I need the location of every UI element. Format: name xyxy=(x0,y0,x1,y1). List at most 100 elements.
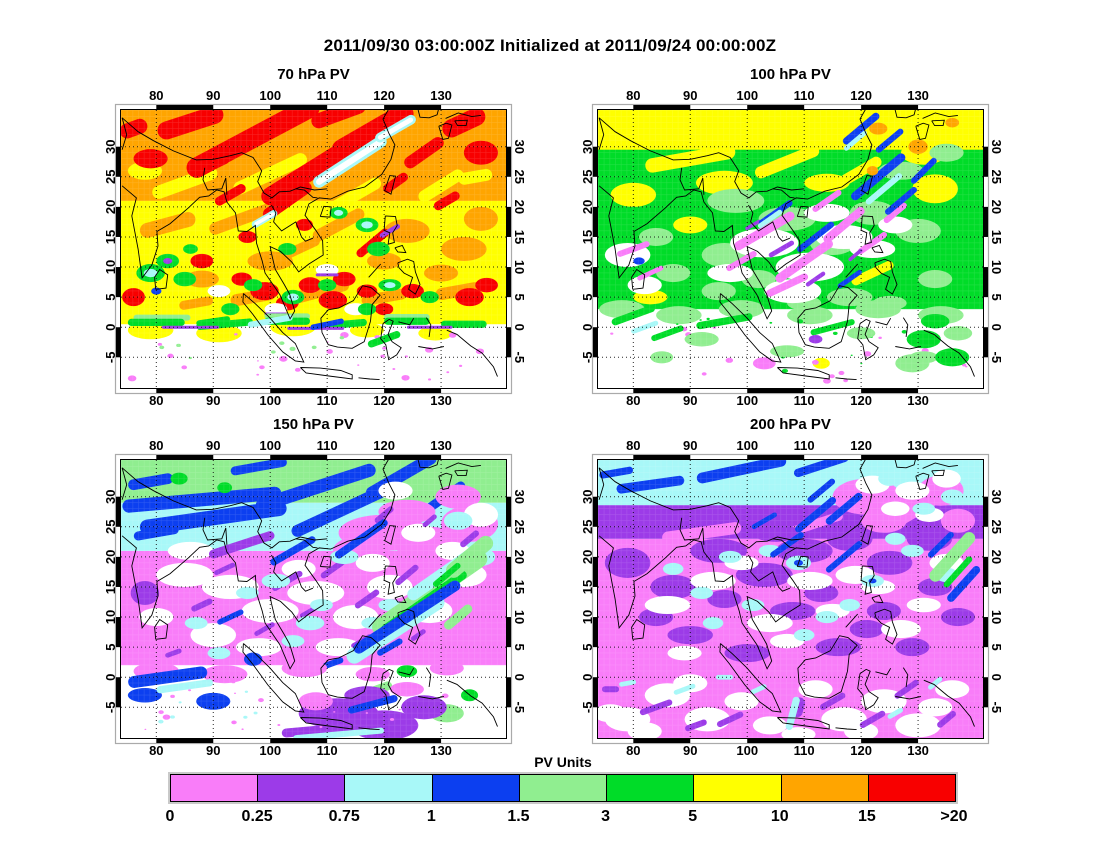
lat-tick-label: 0 xyxy=(103,324,118,331)
lon-tick-label: 110 xyxy=(317,393,338,408)
lon-tick-label: 100 xyxy=(259,743,281,758)
lon-tick-label: 80 xyxy=(149,393,163,408)
coastline xyxy=(121,460,498,731)
pv-field xyxy=(598,460,983,738)
lat-tick-label: 10 xyxy=(103,610,118,624)
lat-tick-label: 20 xyxy=(103,550,118,564)
lon-tick-label: 120 xyxy=(373,438,395,453)
lat-tick-label: -5 xyxy=(103,702,118,714)
lon-tick-label: 120 xyxy=(373,393,395,408)
lon-tick-label: 90 xyxy=(206,88,220,103)
lon-tick-label: 90 xyxy=(206,438,220,453)
lat-tick-label: 15 xyxy=(580,580,595,594)
pv-field xyxy=(121,110,506,388)
lat-tick-label: 5 xyxy=(512,294,527,301)
colorbar-segment xyxy=(693,775,781,801)
lon-tick-label: 120 xyxy=(850,88,872,103)
lat-tick-label: 10 xyxy=(989,260,1004,274)
map-frame xyxy=(114,103,513,395)
lat-tick-label: 30 xyxy=(580,489,595,503)
colorbar-tick-label: 10 xyxy=(770,808,789,825)
lat-tick-label: 20 xyxy=(989,200,1004,214)
lat-tick-label: -5 xyxy=(512,702,527,714)
colorbar-tick-label: 15 xyxy=(857,808,876,825)
field-texture xyxy=(121,460,506,738)
lat-tick-label: 30 xyxy=(103,489,118,503)
colorbar-tick-label: 0 xyxy=(165,808,175,825)
lon-tick-label: 130 xyxy=(907,393,929,408)
lat-tick-label: 5 xyxy=(512,644,527,651)
pv-map-70hpa: 80 80 90 90 100 100 110 110 120 120 130 130 -5 -5 0 0 5 5… xyxy=(103,88,527,408)
lon-tick-label: 90 xyxy=(683,743,697,758)
colorbar: PV Units 0 0.25 0.75 1 1.5 3 5 10 15 >20 xyxy=(0,746,1100,846)
lon-tick-label: 110 xyxy=(794,88,815,103)
lat-tick-label: 25 xyxy=(580,520,595,534)
field-texture xyxy=(598,460,983,738)
pv-field xyxy=(121,460,506,738)
grid xyxy=(598,110,983,388)
lon-tick-label: 110 xyxy=(794,438,815,453)
colorbar-title: PV Units xyxy=(534,754,592,770)
coastline xyxy=(121,110,498,381)
lon-tick-label: 80 xyxy=(626,88,640,103)
lat-tick-label: 10 xyxy=(103,260,118,274)
lat-tick-label: -5 xyxy=(103,352,118,364)
lat-tick-label: 25 xyxy=(103,170,118,184)
lat-tick-label: 10 xyxy=(989,610,1004,624)
pv-field xyxy=(598,110,983,388)
colorbar-bar xyxy=(170,774,956,802)
lon-tick-label: 80 xyxy=(626,743,640,758)
lat-tick-label: 5 xyxy=(989,644,1004,651)
grid xyxy=(121,460,506,738)
lat-tick-label: 25 xyxy=(580,170,595,184)
colorbar-segment xyxy=(780,775,868,801)
lat-tick-label: 15 xyxy=(989,580,1004,594)
lon-tick-label: 120 xyxy=(373,743,395,758)
pv-map-100hpa: 80 80 90 90 100 100 110 110 120 120 130 130 -5 -5 0 0 5 5… xyxy=(580,88,1004,408)
colorbar-segment xyxy=(867,775,955,801)
lon-tick-label: 110 xyxy=(317,438,338,453)
map-frame xyxy=(114,453,513,745)
colorbar-tick-label: 3 xyxy=(601,808,610,825)
colorbar-tick-label: 0.75 xyxy=(328,808,360,825)
lat-tick-label: 10 xyxy=(512,610,527,624)
colorbar-segment xyxy=(431,775,519,801)
lat-tick-label: 15 xyxy=(103,580,118,594)
lon-tick-label: 120 xyxy=(850,393,872,408)
axis-tick-labels: 80 80 90 90 100 100 110 110 120 120 130 130 -5 -5 0 0 5 5… xyxy=(580,438,1004,758)
lon-tick-label: 100 xyxy=(736,393,758,408)
panel-100hpa: 100 hPa PV 80 80 90 90 100 100 110 110 120 120 130… xyxy=(563,66,1018,414)
grid xyxy=(598,460,983,738)
lon-tick-label: 130 xyxy=(430,438,452,453)
lon-tick-label: 100 xyxy=(259,88,281,103)
lat-tick-label: 5 xyxy=(103,294,118,301)
lon-tick-label: 80 xyxy=(626,393,640,408)
lon-tick-label: 120 xyxy=(373,88,395,103)
lon-tick-label: 80 xyxy=(149,438,163,453)
grid xyxy=(121,110,506,388)
colorbar-segment xyxy=(257,775,345,801)
lat-tick-label: -5 xyxy=(989,702,1004,714)
lon-tick-label: 110 xyxy=(317,88,338,103)
lon-tick-label: 80 xyxy=(149,88,163,103)
lon-tick-label: 80 xyxy=(149,743,163,758)
lat-tick-label: 25 xyxy=(989,520,1004,534)
panel-title-70hpa: 70 hPa PV xyxy=(277,66,350,83)
lon-tick-label: 90 xyxy=(683,88,697,103)
lat-tick-label: 10 xyxy=(580,610,595,624)
lat-tick-label: 0 xyxy=(512,324,527,331)
lat-tick-label: -5 xyxy=(989,352,1004,364)
lon-tick-label: 130 xyxy=(430,393,452,408)
panel-70hpa: 70 hPa PV 80 80 90 90 100 100 110 110 120 120 130 1… xyxy=(86,66,541,414)
lat-tick-label: 5 xyxy=(103,644,118,651)
axis-tick-labels: 80 80 90 90 100 100 110 110 120 120 130 130 -5 -5 0 0 5 5… xyxy=(103,438,527,758)
lat-tick-label: 20 xyxy=(580,550,595,564)
lon-tick-label: 130 xyxy=(907,438,929,453)
lat-tick-label: 20 xyxy=(512,200,527,214)
lat-tick-label: 0 xyxy=(580,674,595,681)
lon-tick-label: 130 xyxy=(430,743,452,758)
colorbar-tick-label: 5 xyxy=(688,808,698,825)
lon-tick-label: 130 xyxy=(907,743,929,758)
lon-tick-label: 100 xyxy=(259,438,281,453)
